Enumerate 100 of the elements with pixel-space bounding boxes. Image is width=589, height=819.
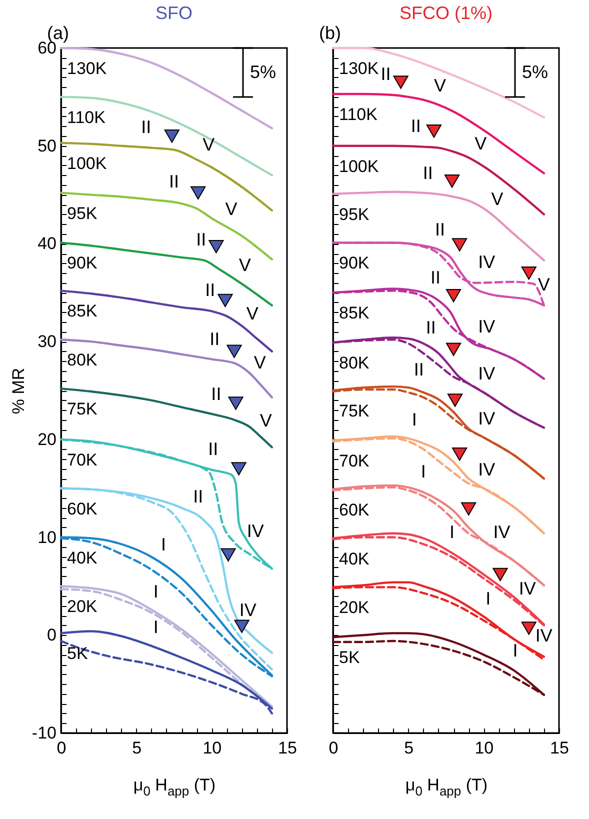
series-label: 70K xyxy=(67,450,98,470)
y-tick-label: 20 xyxy=(38,430,56,449)
y-tick-label: 40 xyxy=(38,234,56,254)
x-axis-title: μ$_{0}$ H$_{app}$ (T) xyxy=(133,776,216,798)
y-tick-label: -10 xyxy=(32,724,56,742)
annotation: II xyxy=(380,64,391,84)
annotation: IV xyxy=(478,408,496,428)
chart-title: SFCO (1%) xyxy=(399,3,493,23)
annotation: II xyxy=(193,486,204,507)
point xyxy=(444,174,460,188)
annotation: II xyxy=(141,116,152,137)
series-label: 95K xyxy=(67,204,98,223)
point xyxy=(234,620,250,633)
point xyxy=(226,344,242,358)
annotation: I xyxy=(450,522,455,542)
annotation: V xyxy=(491,189,504,210)
y-tick-label: 10 xyxy=(38,528,56,547)
annotation: V xyxy=(254,352,266,373)
point xyxy=(446,342,462,356)
series-label: 130K xyxy=(339,59,380,78)
annotation: V xyxy=(538,274,550,294)
point xyxy=(521,622,536,635)
series-label: 130K xyxy=(67,59,108,78)
x-tick-label: 10 xyxy=(474,738,494,758)
point xyxy=(220,548,236,562)
y-tick-label: 50 xyxy=(38,136,56,156)
x-tick-label: 0 xyxy=(328,738,338,758)
annotation: I xyxy=(160,534,166,555)
annotation: I xyxy=(412,409,417,430)
annotation: II xyxy=(208,438,218,459)
point xyxy=(218,294,233,308)
series-label: 70K xyxy=(339,451,370,470)
point xyxy=(228,396,244,410)
annotation: II xyxy=(414,360,424,380)
annotation: IV xyxy=(535,626,552,646)
annotation: V xyxy=(260,410,272,430)
point xyxy=(452,238,468,252)
annotation: I xyxy=(420,461,426,482)
annotation: I xyxy=(512,640,518,660)
annotation: V xyxy=(474,133,487,154)
point xyxy=(492,568,508,582)
annotation: IV xyxy=(239,600,256,620)
annotation: I xyxy=(153,616,158,637)
x-axis-title: μ$_{0}$ H$_{app}$ (T) xyxy=(405,776,488,798)
series-label: 5K xyxy=(67,644,88,664)
series-label: 85K xyxy=(67,302,98,321)
annotation: 5% xyxy=(250,62,276,82)
annotation: IV xyxy=(246,520,264,541)
point xyxy=(208,240,224,254)
series-label: 85K xyxy=(339,304,370,323)
annotation: IV xyxy=(493,522,510,542)
series-label: 110K xyxy=(67,108,106,127)
point xyxy=(461,502,476,516)
y-tick-label: 0 xyxy=(47,626,56,645)
y-tick-label: 30 xyxy=(38,332,56,352)
point xyxy=(393,76,408,89)
annotation: IV xyxy=(478,363,496,384)
annotation: IV xyxy=(478,459,496,480)
x-tick-label: 15 xyxy=(550,738,569,758)
annotation: II xyxy=(211,384,222,404)
annotation: II xyxy=(434,220,445,240)
series-label: 90K xyxy=(339,254,370,273)
annotation: II xyxy=(426,317,436,338)
annotation: II xyxy=(196,229,206,250)
series-label: 60K xyxy=(67,499,98,518)
series-label: 5K xyxy=(339,648,360,668)
annotation: V xyxy=(238,254,251,275)
annotation: V xyxy=(246,304,258,324)
annotation: V xyxy=(225,199,238,220)
point xyxy=(231,462,246,476)
annotation: V xyxy=(202,134,215,154)
annotation: II xyxy=(422,162,433,183)
series-label: 40K xyxy=(67,548,98,568)
series-label: 20K xyxy=(67,597,98,616)
y-axis-title: % MR xyxy=(8,368,28,414)
series-label: 110K xyxy=(339,104,378,124)
point xyxy=(446,288,462,302)
series-label: 60K xyxy=(339,500,370,520)
series-label: 80K xyxy=(67,350,98,370)
text: (b) xyxy=(319,23,341,43)
x-tick-label: 5 xyxy=(404,738,414,758)
annotation: II xyxy=(205,280,216,300)
point xyxy=(164,129,180,143)
point xyxy=(447,394,463,407)
annotation: 5% xyxy=(522,62,548,82)
x-tick-label: 15 xyxy=(278,738,297,758)
annotation: IV xyxy=(518,578,536,599)
x-tick-label: 10 xyxy=(202,738,222,758)
annotation: IV xyxy=(478,252,496,272)
point xyxy=(190,186,206,200)
series-label: 20K xyxy=(339,598,370,618)
series-label: 75K xyxy=(67,400,98,419)
annotation: II xyxy=(410,116,421,136)
series-label: 100K xyxy=(67,154,108,173)
line-series xyxy=(60,96,274,176)
series-label: 80K xyxy=(339,354,370,373)
point xyxy=(452,447,468,461)
chart-title: SFO xyxy=(155,3,193,23)
annotation: IV xyxy=(478,316,496,336)
point xyxy=(426,124,442,138)
